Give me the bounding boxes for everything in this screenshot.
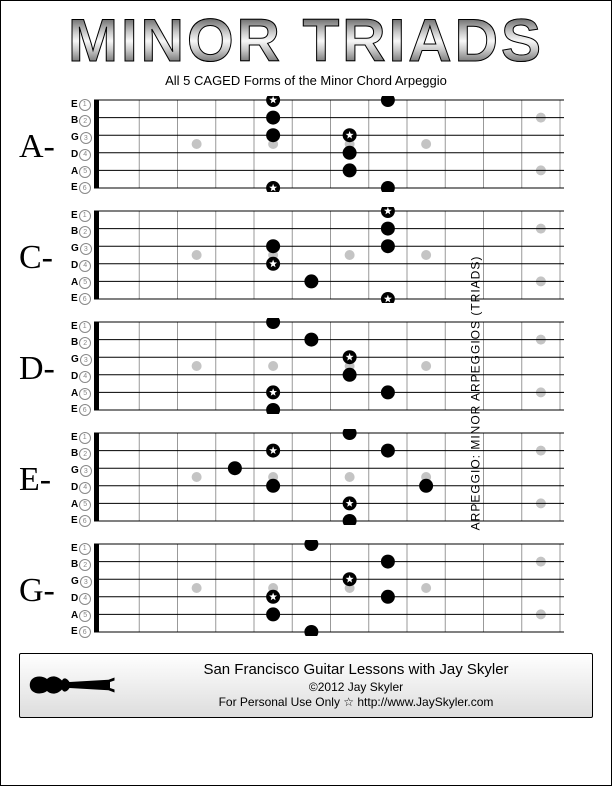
string-labels: E 1B 2G 3D 4A 5E 6 <box>71 543 92 639</box>
diagram-row: D-E 1B 2G 3D 4A 5E 6 <box>19 318 593 419</box>
footer-line2: ©2012 Jay Skyler <box>126 680 586 696</box>
subtitle: All 5 CAGED Forms of the Minor Chord Arp… <box>19 73 593 88</box>
diagram-row: C-E 1B 2G 3D 4A 5E 6 <box>19 207 593 308</box>
string-labels: E 1B 2G 3D 4A 5E 6 <box>71 210 92 306</box>
diagram-row: G-E 1B 2G 3D 4A 5E 6 <box>19 540 593 641</box>
diagram-row: A-E 1B 2G 3D 4A 5E 6 <box>19 96 593 197</box>
chord-label: D- <box>19 350 71 388</box>
diagrams-container: A-E 1B 2G 3D 4A 5E 6C-E 1B 2G 3D 4A 5E 6… <box>19 96 593 641</box>
fretboard-C- <box>94 207 564 303</box>
fretboard-G- <box>94 540 564 636</box>
chord-label: C- <box>19 239 71 277</box>
chord-label: G- <box>19 572 71 610</box>
side-label: ARPEGGIO: MINOR ARPEGGIOS (TRIADS) <box>469 256 483 531</box>
string-labels: E 1B 2G 3D 4A 5E 6 <box>71 321 92 417</box>
diagram-row: E-E 1B 2G 3D 4A 5E 6 <box>19 429 593 530</box>
page-title: MINOR TRIADS <box>19 11 593 71</box>
string-labels: E 1B 2G 3D 4A 5E 6 <box>71 99 92 195</box>
fretboard-A- <box>94 96 564 192</box>
chord-label: A- <box>19 128 71 166</box>
footer-line3: For Personal Use Only ☆ http://www.JaySk… <box>126 695 586 711</box>
string-labels: E 1B 2G 3D 4A 5E 6 <box>71 432 92 528</box>
fretboard-D- <box>94 318 564 414</box>
fretboard-E- <box>94 429 564 525</box>
guitar-icon <box>26 669 116 701</box>
footer: San Francisco Guitar Lessons with Jay Sk… <box>19 653 593 718</box>
chord-label: E- <box>19 461 71 499</box>
footer-line1: San Francisco Guitar Lessons with Jay Sk… <box>126 660 586 680</box>
